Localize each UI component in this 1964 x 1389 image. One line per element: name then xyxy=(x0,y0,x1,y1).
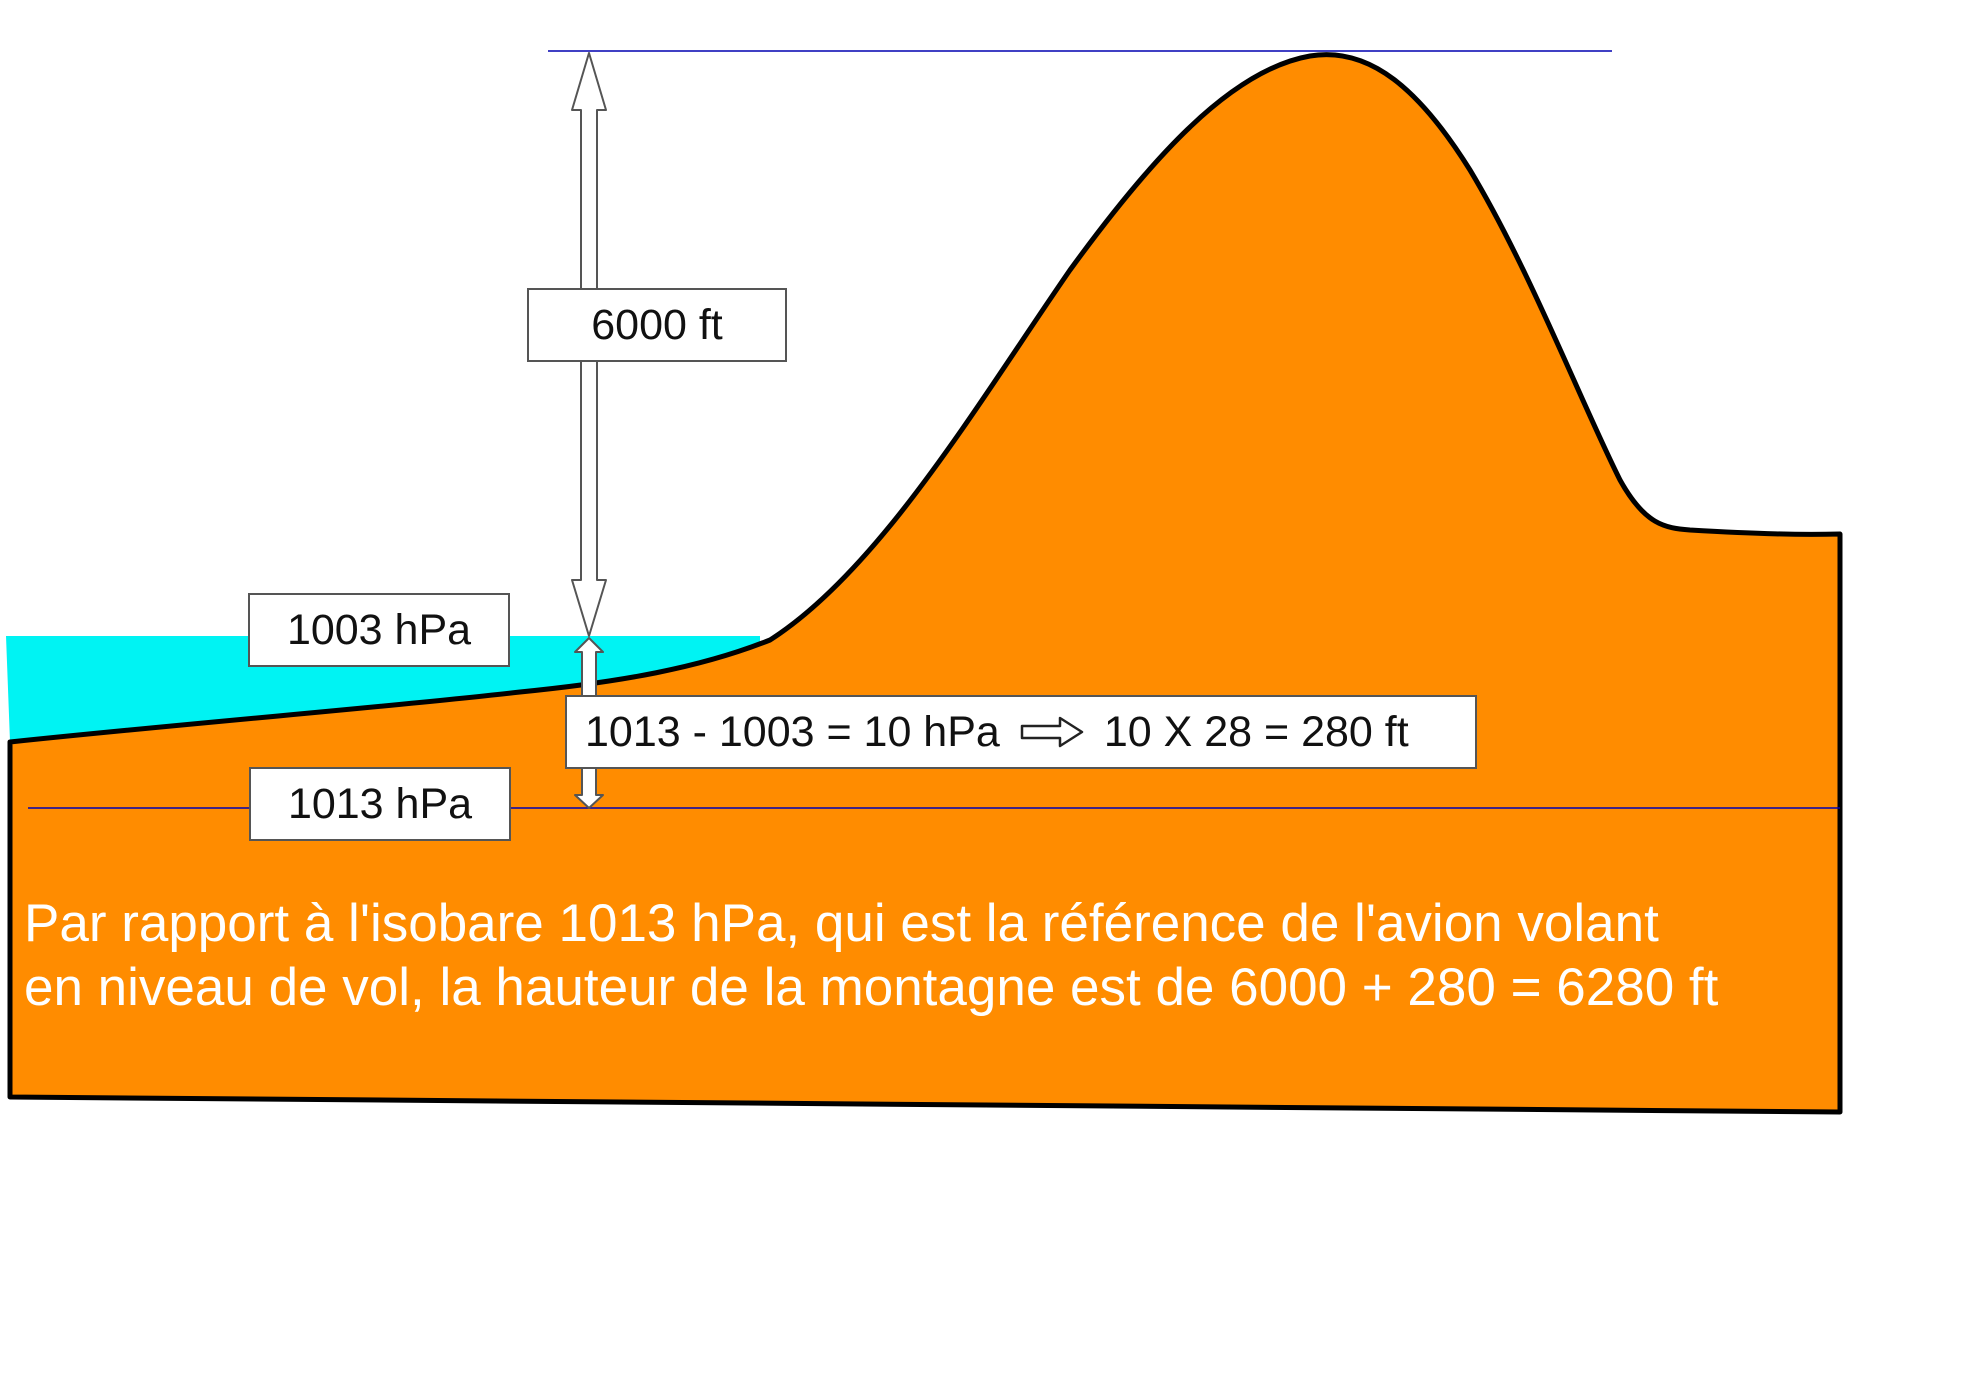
height-6000-label: 6000 ft xyxy=(527,288,787,362)
mountain-terrain xyxy=(7,52,1843,1115)
isobar-1013-label: 1013 hPa xyxy=(249,767,511,841)
calc-height-result: 10 X 28 = 280 ft xyxy=(1103,707,1409,756)
right-arrow-icon xyxy=(1020,716,1084,748)
air-mass-zone xyxy=(6,636,760,742)
explanation-line-1: Par rapport à l'isobare 1013 hPa, qui es… xyxy=(24,894,1659,953)
explanation-text: Par rapport à l'isobare 1013 hPa, qui es… xyxy=(24,892,1814,1020)
pressure-calc-label: 1013 - 1003 = 10 hPa 10 X 28 = 280 ft xyxy=(565,695,1477,769)
calc-pressure-difference: 1013 - 1003 = 10 hPa xyxy=(585,707,1000,756)
isobar-1003-label: 1003 hPa xyxy=(248,593,510,667)
explanation-line-2: en niveau de vol, la hauteur de la monta… xyxy=(24,958,1719,1017)
